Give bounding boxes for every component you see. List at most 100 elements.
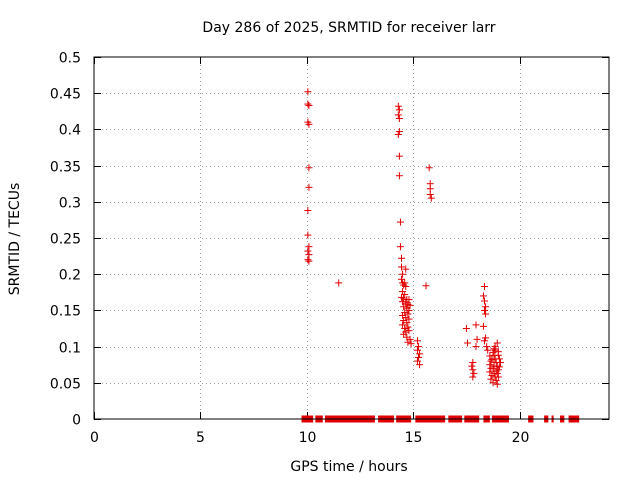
data-point (399, 321, 407, 329)
data-point (470, 369, 478, 377)
data-point (422, 282, 430, 290)
data-point (495, 355, 503, 363)
data-point (335, 279, 343, 287)
data-point (415, 353, 423, 361)
grid (94, 57, 609, 419)
data-point (305, 243, 313, 251)
data-point (404, 323, 412, 331)
data-point (472, 321, 480, 329)
data-point (304, 88, 312, 96)
y-axis-label: SRMTID / TECUs (7, 183, 23, 296)
data-point (469, 366, 477, 374)
data-point (496, 359, 504, 367)
data-point (402, 283, 410, 291)
data-point (492, 377, 500, 385)
data-point (305, 251, 313, 259)
data-point (395, 106, 403, 114)
x-tick-label: 15 (405, 430, 423, 446)
data-point (305, 257, 313, 265)
data-point (304, 231, 312, 239)
data-point (396, 218, 404, 226)
x-tick-label: 5 (196, 430, 205, 446)
data-point (304, 100, 312, 108)
data-point (401, 290, 409, 298)
data-point (395, 128, 403, 136)
data-point (399, 270, 407, 278)
data-point (413, 346, 421, 354)
data-point (405, 306, 413, 314)
data-point (404, 310, 412, 318)
data-point (479, 322, 487, 330)
data-point (468, 362, 476, 370)
y-tick-label: 0.3 (59, 196, 81, 212)
data-point (469, 373, 477, 381)
data-point (486, 368, 494, 376)
data-point (494, 373, 502, 381)
data-point (403, 319, 411, 327)
data-point (395, 152, 403, 160)
tick-labels: 0 0.05 0.1 0.15 0.2 0.25 0.3 0.35 0.4 0.45 0.5 0 5 10… (50, 51, 530, 447)
data-point (398, 263, 406, 271)
data-point (405, 296, 413, 304)
data-point (394, 111, 402, 119)
data-point (486, 352, 494, 360)
data-point (469, 359, 477, 367)
data-point (425, 164, 433, 172)
data-point (484, 346, 492, 354)
data-point (305, 120, 313, 128)
data-point (404, 338, 412, 346)
plot-frame (93, 56, 610, 420)
data-point (413, 357, 421, 365)
y-tick-label: 0.1 (59, 341, 81, 357)
data-point (481, 283, 489, 291)
data-point (305, 102, 313, 110)
x-tick-label: 20 (512, 430, 530, 446)
y-tick-label: 0.05 (50, 377, 81, 393)
data-point (305, 164, 313, 172)
data-point (482, 303, 490, 311)
x-axis-label: GPS time / hours (290, 459, 407, 475)
x-tick-label: 10 (299, 430, 317, 446)
y-tick-label: 0.4 (59, 123, 81, 139)
data-point (401, 325, 409, 332)
data-point (481, 337, 489, 345)
data-point (395, 115, 403, 123)
data-points (304, 88, 504, 388)
data-point (487, 357, 495, 365)
y-tick-label: 0.45 (50, 87, 81, 103)
y-tick-label: 0.2 (59, 268, 81, 284)
data-point (473, 335, 481, 343)
data-point (489, 364, 497, 372)
data-point (483, 343, 491, 351)
data-point (304, 247, 312, 255)
data-point (405, 315, 413, 323)
y-tick-label: 0.5 (59, 51, 81, 67)
data-point (395, 172, 403, 180)
data-point (494, 348, 502, 356)
data-point (394, 102, 402, 110)
data-point (462, 325, 470, 332)
data-point (407, 340, 415, 348)
y-tick-label: 0.35 (50, 160, 81, 176)
data-point (406, 301, 414, 309)
data-point (416, 350, 424, 358)
data-point (400, 294, 408, 302)
data-point (482, 310, 490, 318)
data-point (405, 327, 413, 335)
data-point (416, 361, 424, 369)
y-tick-label: 0.25 (50, 232, 81, 248)
data-point (493, 380, 501, 388)
data-point (490, 345, 498, 353)
data-point (400, 330, 408, 338)
data-point (399, 298, 407, 306)
data-point (304, 256, 312, 264)
data-point (427, 194, 435, 202)
data-point (398, 254, 406, 262)
data-point (305, 183, 313, 191)
data-point (481, 306, 489, 314)
data-point (394, 130, 402, 138)
data-point (493, 339, 501, 347)
data-point (400, 303, 408, 311)
data-point (402, 265, 410, 273)
data-point (415, 343, 423, 351)
